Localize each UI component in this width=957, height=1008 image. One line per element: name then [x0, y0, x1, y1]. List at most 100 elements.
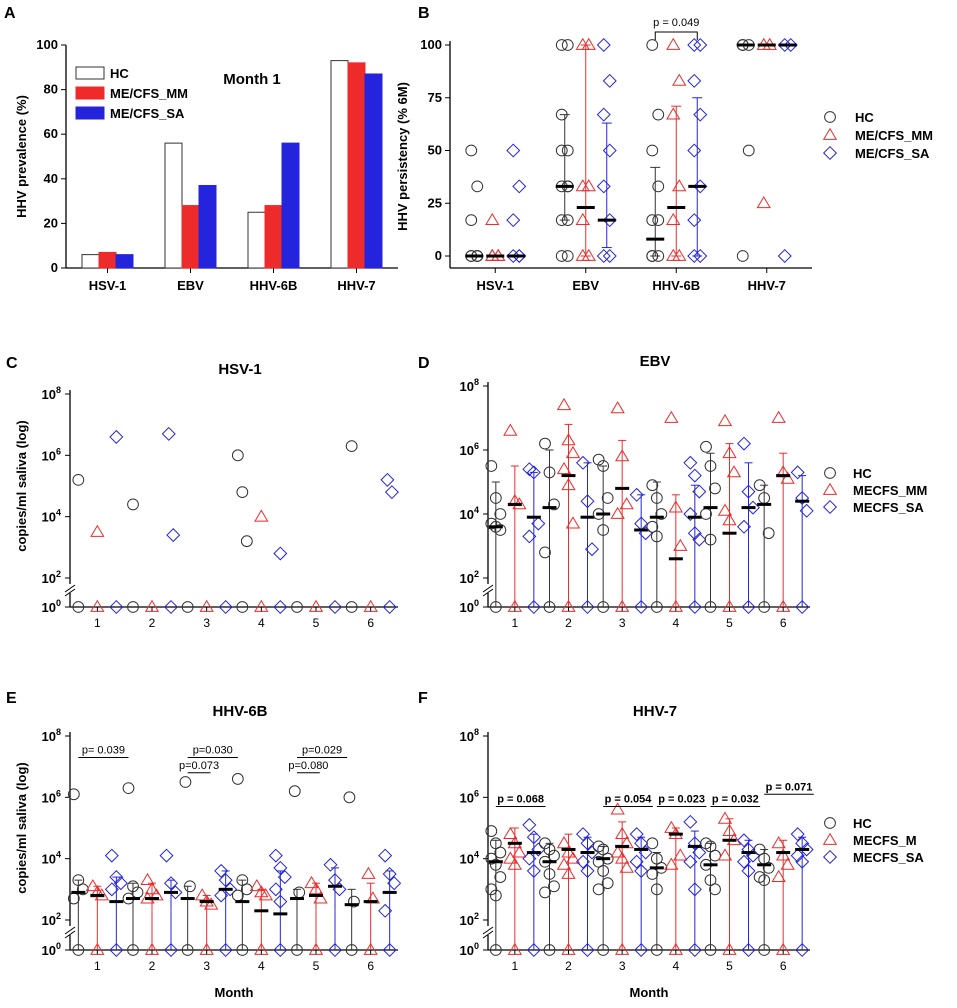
- p-value: p = 0.054: [605, 794, 653, 806]
- data-point: [687, 836, 702, 851]
- data-point: [72, 473, 85, 486]
- zero-point: [650, 944, 663, 956]
- legend-marker: [822, 499, 838, 515]
- data-point: [790, 827, 805, 842]
- p-value: p=0.073: [179, 760, 219, 772]
- data-point: [610, 401, 625, 414]
- x-tick-label: HHV-7: [748, 278, 786, 293]
- data-point: [780, 857, 795, 870]
- data-point: [717, 811, 733, 824]
- p-value: p=0.080: [288, 760, 328, 772]
- data-point: [494, 846, 507, 859]
- p-value: p = 0.023: [658, 794, 705, 806]
- chart-title: EBV: [640, 353, 671, 370]
- panel-letter: D: [418, 355, 430, 372]
- bar: [247, 211, 266, 269]
- axis-break: [482, 930, 494, 939]
- data-point: [673, 538, 688, 551]
- data-point: [277, 870, 292, 885]
- zero-point: [218, 942, 233, 958]
- x-tick-label: 1: [511, 959, 518, 973]
- data-point: [254, 509, 269, 522]
- data-point: [231, 773, 244, 785]
- data-point: [565, 445, 581, 459]
- y-tick-label: 60: [44, 126, 58, 141]
- chart-title: HSV-1: [218, 361, 261, 378]
- data-point: [565, 851, 581, 864]
- data-point: [503, 851, 518, 864]
- data-point: [687, 526, 702, 541]
- legend-label: MECFS_M: [853, 833, 917, 848]
- y-tick-label: 25: [428, 195, 442, 210]
- y-tick-label: 20: [44, 215, 58, 230]
- data-point: [777, 37, 792, 53]
- data-point: [218, 873, 233, 888]
- x-tick-label: 4: [258, 616, 265, 630]
- data-point: [614, 851, 630, 864]
- y-tick-label: 106: [42, 446, 61, 463]
- zero-point: [650, 601, 663, 613]
- data-point: [384, 485, 399, 500]
- y-tick-label: 104: [460, 850, 479, 867]
- y-tick-label: 108: [42, 385, 61, 402]
- data-point: [693, 248, 708, 264]
- y-tick-label: 100: [420, 37, 442, 52]
- data-point: [127, 880, 139, 893]
- zero-point: [741, 599, 756, 615]
- data-point: [736, 833, 752, 848]
- data-point: [736, 250, 749, 262]
- zero-point: [163, 599, 179, 615]
- y-tick-label: 108: [42, 727, 61, 744]
- x-tick-label: 1: [511, 616, 518, 630]
- data-point: [494, 508, 507, 520]
- panel-c: C HSV-1 copies/ml saliva (log) 108 106 104 102…: [6, 355, 399, 630]
- data-point: [771, 836, 786, 849]
- data-point: [664, 410, 679, 423]
- data-point: [526, 863, 541, 878]
- legend-label: ME/CFS_MM: [855, 128, 933, 143]
- data-point: [646, 39, 659, 51]
- data-point: [762, 861, 775, 874]
- data-point: [762, 527, 775, 540]
- zero-point: [758, 944, 771, 956]
- x-tick-label: EBV: [177, 278, 204, 293]
- data-point: [485, 825, 498, 837]
- data-point: [159, 848, 174, 863]
- panel-e: E HHV-6B copies/ml saliva (log) Month 108 106…: [6, 690, 402, 1000]
- data-point: [506, 143, 521, 158]
- data-point: [526, 830, 541, 845]
- data-point: [693, 179, 708, 194]
- zero-point: [345, 601, 358, 613]
- data-point: [666, 248, 681, 261]
- data-point: [652, 214, 665, 227]
- zero-point: [561, 942, 576, 955]
- data-point: [161, 426, 176, 441]
- data-point: [780, 471, 795, 484]
- y-tick-label: 40: [44, 171, 58, 186]
- data-point: [194, 888, 210, 901]
- data-point: [565, 516, 581, 529]
- panel-d: D EBV 108 106 104 102 100 1 2 3 4 5 6 HC MECFS_MM MECFS…: [418, 353, 927, 630]
- data-point: [308, 882, 324, 895]
- bar: [281, 142, 300, 269]
- zero-point: [236, 944, 249, 956]
- data-point: [561, 477, 576, 491]
- zero-point: [507, 599, 523, 612]
- data-point: [619, 497, 634, 510]
- zero-point: [236, 601, 249, 613]
- data-point: [795, 854, 810, 869]
- data-point: [543, 868, 556, 880]
- data-point: [104, 882, 119, 897]
- data-point: [380, 472, 395, 487]
- zero-point: [668, 942, 684, 955]
- data-point: [555, 214, 568, 227]
- data-point: [236, 486, 249, 499]
- data-point: [109, 429, 124, 444]
- x-tick-label: 6: [367, 616, 374, 630]
- x-tick-label: HSV-1: [476, 278, 514, 293]
- data-point: [485, 852, 498, 865]
- data-point: [168, 885, 183, 900]
- bar: [330, 60, 349, 269]
- panel-b: B HHV persistency (% 6M) 0 25 50 75 100 HSV-1 EB…: [395, 5, 933, 293]
